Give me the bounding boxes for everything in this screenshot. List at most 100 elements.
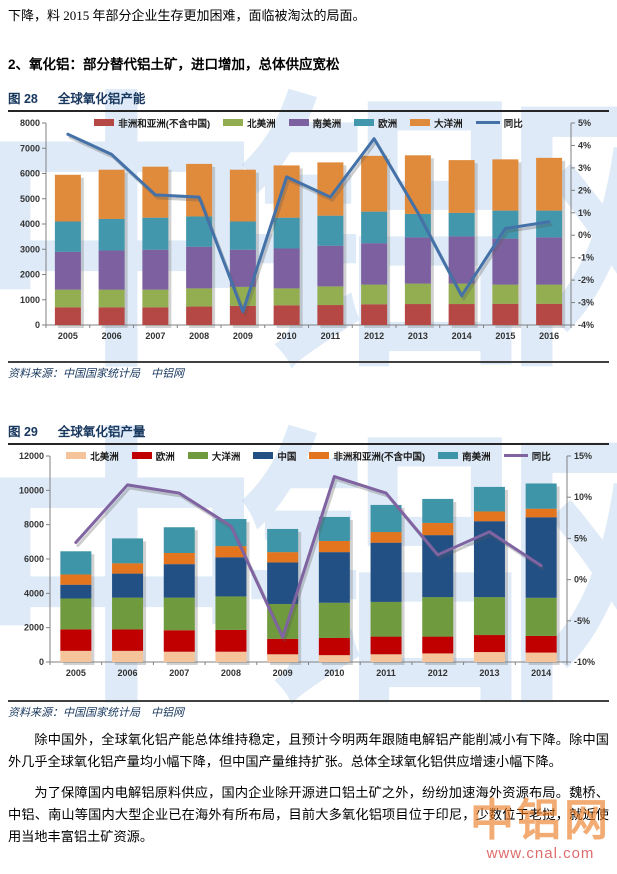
svg-text:5%: 5% [574, 533, 587, 543]
bar-segment [163, 552, 195, 564]
legend-color-swatch [253, 452, 274, 459]
bar-segment [54, 251, 81, 290]
legend-label: 非洲和亚洲(不含中国) [333, 451, 426, 463]
intro-text: 下降，料 2015 年部分企业生存更加困难，面临被淘汰的局面。 [8, 8, 366, 23]
svg-text:2005: 2005 [66, 668, 86, 678]
bar-segment [473, 634, 505, 652]
bar-segment [422, 522, 454, 535]
svg-text:2009: 2009 [273, 668, 293, 678]
bar-segment [60, 597, 92, 629]
legend-item: 北美洲 [223, 116, 276, 130]
bar-segment [98, 250, 125, 290]
bar-segment [215, 556, 247, 596]
svg-text:2000: 2000 [24, 622, 44, 632]
bar-segment [54, 289, 81, 307]
bar-segment [215, 595, 247, 630]
svg-text:2010: 2010 [324, 668, 344, 678]
legend-color-swatch [309, 452, 330, 459]
bar-segment [536, 157, 563, 211]
bar-segment [422, 498, 454, 523]
bar-segment [404, 154, 431, 214]
legend-label: 南美洲 [312, 118, 342, 130]
svg-text:7000: 7000 [20, 143, 40, 153]
bar-segment [142, 166, 169, 218]
bar-segment [215, 651, 247, 662]
bar-segment [54, 220, 81, 252]
bar-segment [370, 653, 402, 662]
svg-text:2015: 2015 [495, 331, 515, 341]
legend-color-swatch [438, 452, 459, 459]
svg-text:8000: 8000 [24, 519, 44, 529]
bar-segment [215, 545, 247, 557]
bar-segment [448, 303, 475, 325]
bar-segment [273, 247, 300, 288]
legend-color-swatch [288, 119, 309, 126]
bar-segment [267, 638, 299, 654]
bar-segment [422, 596, 454, 637]
svg-text:-5%: -5% [574, 615, 590, 625]
legend-line-swatch [503, 454, 528, 457]
svg-text:0%: 0% [574, 574, 587, 584]
section-heading: 2、氧化铝：部分替代铝土矿，进口增加，总体供应宽松 [8, 56, 340, 72]
legend-item: 南美洲 [288, 116, 342, 130]
bar-segment [54, 174, 81, 221]
svg-text:-1%: -1% [578, 252, 594, 262]
bar-segment [473, 486, 505, 511]
legend-label: 同比 [531, 451, 551, 463]
axes: 0 1000 2000 3000 4000 5000 6000 7000 8000 -4% -3% -… [20, 118, 594, 341]
bar-segment [98, 306, 125, 325]
bar-segment [492, 303, 519, 325]
bar-segment [404, 213, 431, 237]
yoy-line [66, 132, 551, 313]
svg-text:3000: 3000 [20, 244, 40, 254]
bar-segment [448, 159, 475, 213]
svg-text:8000: 8000 [20, 118, 40, 128]
legend-label: 欧洲 [155, 451, 175, 463]
legend-label: 欧洲 [378, 118, 398, 130]
svg-text:6000: 6000 [24, 554, 44, 564]
svg-text:5%: 5% [578, 118, 591, 128]
legend-item: 南美洲 [438, 449, 491, 463]
figure29-header: 图 29 全球氧化铝产量 [8, 421, 609, 445]
legend-color-swatch [354, 119, 375, 126]
legend-item: 非洲和亚洲(不含中国) [94, 116, 210, 130]
figure28-label: 图 28 [8, 91, 38, 106]
figure29-label: 图 29 [8, 424, 38, 439]
bar-segment [361, 242, 388, 285]
figure29-legend: 北美洲 欧洲 大洋洲 中国 非洲和亚洲(不含中国) 南美洲 同比 [8, 449, 609, 463]
bar-segment [361, 303, 388, 325]
svg-text:4000: 4000 [24, 588, 44, 598]
svg-text:2016: 2016 [539, 331, 559, 341]
bar-segment [163, 563, 195, 598]
legend-item: 北美洲 [66, 449, 119, 463]
watermark-cnal-corner-url: www.cnal.com [486, 845, 595, 862]
bar-segment [142, 289, 169, 307]
bar-segment [536, 284, 563, 304]
svg-text:2%: 2% [578, 185, 591, 195]
figure28-title: 全球氧化铝产能 [57, 91, 146, 106]
axes: 0 2000 4000 6000 8000 10000 12000 -10% -5% 0% 5% 10… [19, 451, 595, 678]
legend-item: 中国 [253, 449, 296, 463]
svg-text:6000: 6000 [20, 168, 40, 178]
bar-segment [142, 306, 169, 325]
bar-segment [492, 284, 519, 304]
alumina-capacity-chart: 0 1000 2000 3000 4000 5000 6000 7000 8000 -4% -3% -… [20, 118, 594, 341]
bar-segment [536, 236, 563, 285]
svg-text:4000: 4000 [20, 219, 40, 229]
bar-segment [163, 651, 195, 662]
legend-label: 北美洲 [90, 451, 119, 463]
bar-segment [422, 636, 454, 653]
svg-text:2012: 2012 [428, 668, 448, 678]
svg-text:4%: 4% [578, 140, 591, 150]
bar-segment [112, 537, 144, 563]
bar-segment [404, 283, 431, 304]
svg-text:12000: 12000 [19, 451, 44, 461]
figure29-chart-container: 北美洲 欧洲 大洋洲 中国 非洲和亚洲(不含中国) 南美洲 同比 0 2000 4000 6000… [8, 446, 609, 694]
figure29-title: 全球氧化铝产量 [57, 424, 146, 439]
bar-segment [318, 516, 350, 541]
bar-segment [317, 304, 344, 325]
report-page: 下降，料 2015 年部分企业生存更加困难，面临被淘汰的局面。 2、氧化铝：部分… [8, 8, 609, 844]
figure28-source: 资料来源：中国国家统计局 中铝网 [8, 360, 609, 381]
bar-segment [473, 596, 505, 635]
bar-segment [98, 169, 125, 219]
